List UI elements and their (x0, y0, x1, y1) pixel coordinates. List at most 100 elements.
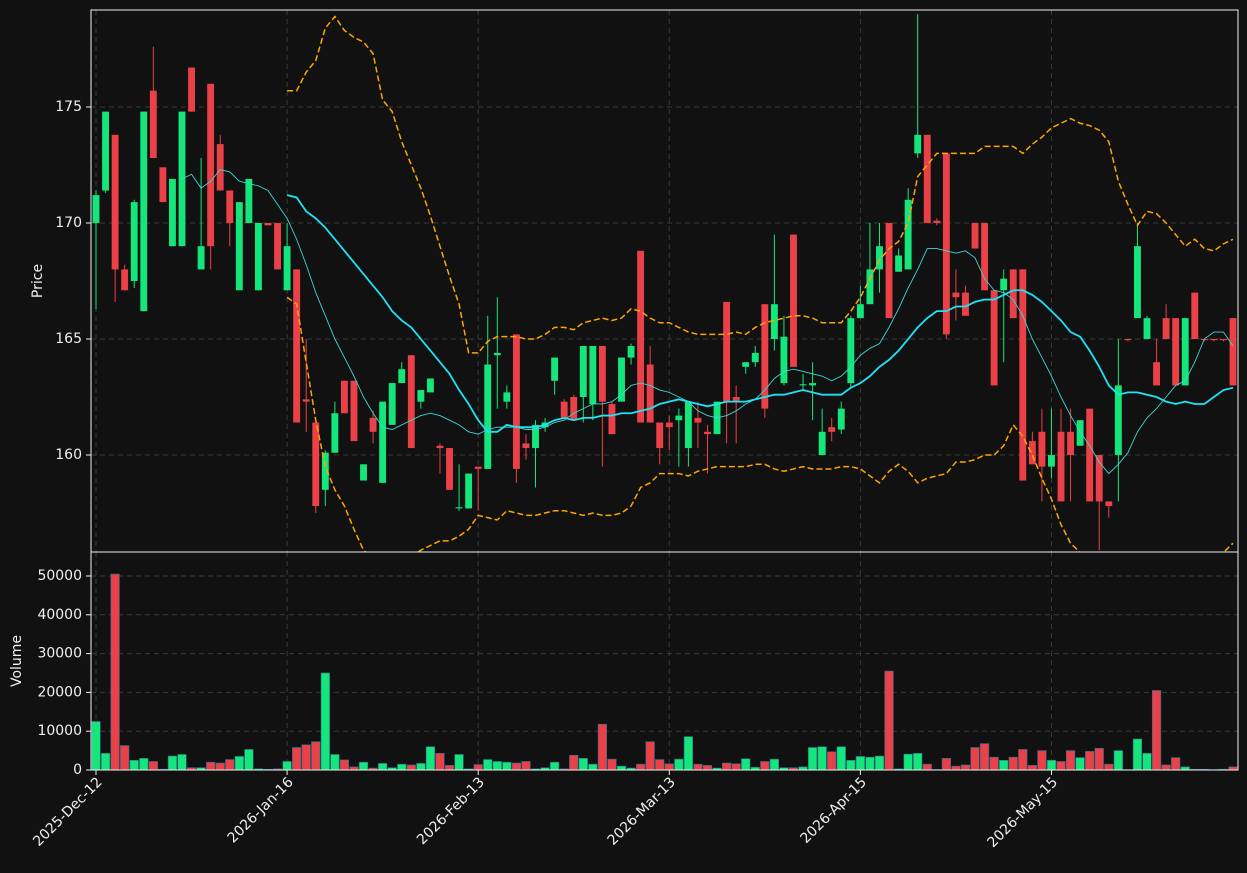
candle-body (627, 345, 635, 358)
candle-body (560, 401, 568, 418)
volume-bar (435, 753, 445, 770)
candle-body (990, 290, 998, 386)
volume-bar (339, 759, 350, 770)
candle-body (704, 431, 711, 435)
volume-bar (378, 763, 388, 770)
candle-body (895, 255, 903, 272)
candle-body (503, 392, 511, 402)
volume-bar (1132, 738, 1143, 770)
y-axis-label: Price (30, 264, 46, 298)
candle-body (608, 403, 616, 435)
volume-bar (473, 764, 483, 770)
volume-bar (655, 759, 665, 770)
volume-bar (1037, 750, 1047, 770)
volume-bar (1018, 749, 1028, 770)
candle-body (512, 334, 520, 469)
candle-body (837, 408, 845, 430)
volume-bar (722, 762, 732, 770)
candle-body (952, 292, 960, 298)
candle-body (646, 364, 654, 423)
volume-bar (588, 763, 598, 770)
candle-body (379, 401, 387, 483)
candle-body (1153, 362, 1161, 386)
candle-body (551, 357, 559, 381)
volume-bar (855, 756, 865, 770)
candle-body (417, 390, 425, 402)
volume-bar (741, 758, 751, 770)
candle-body (981, 222, 989, 291)
candle-body (1000, 278, 1008, 291)
candle-body (761, 304, 769, 409)
volume-bar (807, 747, 818, 770)
volume-bar (511, 762, 522, 770)
volume-bar (636, 763, 646, 770)
candle-body (751, 352, 759, 363)
volume-bar (148, 761, 158, 770)
volume-bar (1027, 765, 1037, 770)
candle-body (1019, 269, 1027, 481)
volume-bar (645, 741, 655, 770)
y-tick-label: 10000 (37, 723, 82, 739)
volume-bar (970, 747, 980, 770)
volume-bar (1075, 757, 1085, 770)
candle-body (914, 134, 922, 154)
candle-body (264, 222, 272, 226)
plot-area (91, 552, 1238, 770)
candle-body (618, 357, 625, 402)
y-tick-label: 40000 (37, 607, 82, 623)
candle-body (92, 195, 100, 223)
candle-body (1048, 455, 1055, 467)
candle-body (876, 246, 883, 270)
y-tick-label: 170 (55, 215, 82, 231)
candle-body (360, 464, 367, 481)
candle-body (216, 144, 224, 191)
candle-body (426, 378, 434, 393)
volume-bar (683, 736, 693, 770)
candle-body (904, 199, 912, 270)
volume-bar (817, 746, 827, 770)
volume-bar (521, 761, 531, 770)
candle-body (532, 424, 539, 449)
candle-body (770, 304, 778, 340)
volume-bar (941, 758, 951, 770)
candle-body (589, 345, 597, 404)
volume-bar (215, 762, 225, 770)
candle-body (149, 90, 157, 159)
volume-bar (234, 756, 244, 770)
candle-body (942, 153, 950, 335)
candle-body (656, 422, 664, 449)
candle-body (207, 83, 215, 247)
candle-body (388, 383, 396, 425)
candle-body (168, 178, 176, 247)
candle-body (1143, 318, 1151, 340)
candle-body (331, 413, 339, 453)
volume-bar (769, 758, 779, 770)
candle-body (226, 190, 234, 223)
candle-body (637, 250, 645, 423)
volume-bar (454, 754, 464, 770)
volume-bar (1104, 763, 1114, 770)
candle-body (455, 507, 463, 509)
candle-body (312, 422, 320, 507)
y-tick-label: 50000 (37, 568, 82, 584)
volume-bar (206, 761, 216, 770)
volume-bar (483, 759, 493, 770)
volume-bar (874, 755, 885, 770)
candle-body (159, 167, 167, 203)
volume-bar (282, 761, 292, 770)
candle-body (1028, 441, 1036, 465)
volume-bar (1161, 764, 1171, 770)
volume-bar (330, 754, 340, 770)
candle-body (1038, 431, 1046, 467)
candle-body (579, 345, 587, 398)
candle-body (254, 222, 262, 291)
volume-bar (922, 763, 932, 770)
volume-bar (760, 761, 770, 770)
volume-bar (1085, 751, 1095, 770)
candle-body (274, 222, 281, 270)
candle-body (197, 246, 205, 270)
candle-body (293, 269, 301, 423)
y-tick-label: 20000 (37, 684, 82, 700)
plot-area (91, 10, 1238, 552)
indicator-line (286, 194, 1234, 433)
